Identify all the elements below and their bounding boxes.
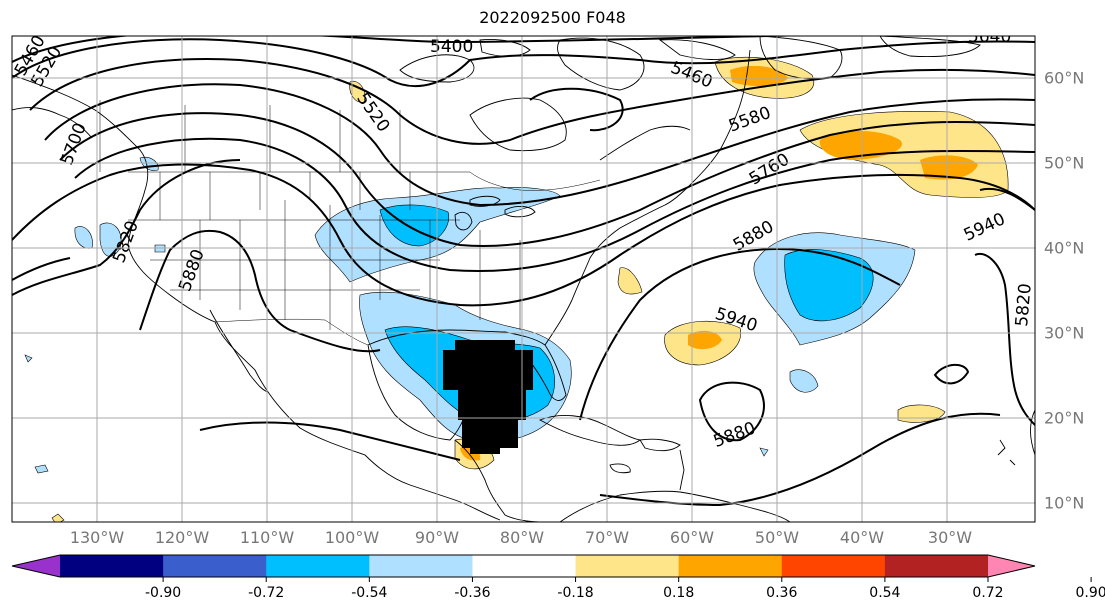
coastlines xyxy=(12,36,1035,522)
contour-label: 5640 xyxy=(968,27,1011,47)
lon-label: 30°W xyxy=(927,528,973,547)
lon-label: 40°W xyxy=(839,528,885,547)
lat-label: 30°N xyxy=(1044,323,1085,343)
map-title: 2022092500 F048 xyxy=(479,8,626,27)
lon-label: 80°W xyxy=(499,528,545,547)
colorbar-segment xyxy=(369,555,473,577)
lat-label: 40°N xyxy=(1044,238,1085,258)
graticule xyxy=(12,36,1035,522)
contour-label: 5820 xyxy=(1012,283,1036,328)
lon-label: 120°W xyxy=(154,528,210,547)
colorbar-tick-label: -0.54 xyxy=(351,585,388,601)
colorbar-extend-low xyxy=(12,555,60,577)
colorbar-tick-label: 0.54 xyxy=(869,585,901,601)
colorbar-segment xyxy=(163,555,267,577)
map-frame xyxy=(11,35,1036,523)
colorbar xyxy=(11,554,1092,582)
lon-label: 70°W xyxy=(584,528,630,547)
contour-label: 5400 xyxy=(430,37,473,57)
lat-label: 20°N xyxy=(1044,408,1085,428)
colorbar-tick-label: 0.90 xyxy=(1075,585,1105,601)
lat-label: 50°N xyxy=(1044,153,1085,173)
colorbar-segment xyxy=(472,555,577,577)
lon-label: 110°W xyxy=(239,528,295,547)
map-content: 5400 5460 5520 5580 5640 5700 5760 5820 … xyxy=(12,27,1036,522)
colorbar-outline xyxy=(11,554,1036,578)
lat-label: 10°N xyxy=(1044,493,1085,513)
colorbar-tick-label: -0.90 xyxy=(144,585,182,601)
colorbar-tick-label: -0.18 xyxy=(557,585,594,601)
anomaly-shading xyxy=(24,56,1009,522)
contour-label: 5520 xyxy=(352,89,393,136)
colorbar-segment xyxy=(575,555,680,577)
colorbar-segment xyxy=(678,555,783,577)
height-contours xyxy=(12,36,1035,507)
colorbar-tick-label: 0.36 xyxy=(766,585,798,601)
colorbar-tick-label: 0.72 xyxy=(972,585,1004,601)
contour-label: 5580 xyxy=(726,103,773,137)
contour-label: 5940 xyxy=(961,209,1009,245)
colorbar-segment xyxy=(60,555,164,577)
contour-label: 5700 xyxy=(57,120,91,167)
contour-label: 5880 xyxy=(175,247,209,294)
lat-label: 60°N xyxy=(1044,68,1085,88)
significance-stipple xyxy=(443,340,533,454)
colorbar-extend-high xyxy=(988,555,1035,577)
colorbar-segment xyxy=(781,555,886,577)
contour-label: 5880 xyxy=(711,418,758,452)
political-borders xyxy=(99,100,601,346)
lon-label: 130°W xyxy=(69,528,125,547)
lon-label: 100°W xyxy=(324,528,380,547)
colorbar-segment xyxy=(266,555,370,577)
colorbar-tick-label: -0.36 xyxy=(454,585,491,601)
colorbar-tick-label: -0.72 xyxy=(248,585,285,601)
lon-label: 90°W xyxy=(414,528,460,547)
lon-label: 60°W xyxy=(669,528,715,547)
colorbar-tick-label: 0.18 xyxy=(663,585,695,601)
colorbar-segment xyxy=(884,555,989,577)
lon-label: 50°W xyxy=(754,528,800,547)
